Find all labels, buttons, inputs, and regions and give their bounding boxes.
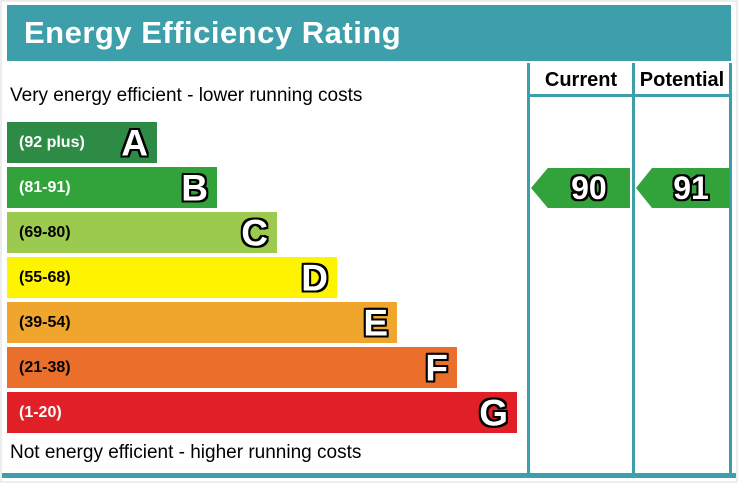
band-row-c: (69-80) C xyxy=(7,212,277,253)
band-f-range-label: (21-38) xyxy=(19,359,71,376)
band-row-a: (92 plus) A xyxy=(7,122,157,163)
band-e-range-label: (39-54) xyxy=(19,314,71,331)
band-e-letter: E xyxy=(363,302,388,343)
band-g-range-label: (1-20) xyxy=(19,404,62,421)
column-header-underline xyxy=(527,94,732,97)
potential-column-header: Potential xyxy=(639,69,725,91)
table-rule-middle xyxy=(632,63,635,477)
potential-rating-arrow: 91 xyxy=(636,168,730,208)
band-g-letter: G xyxy=(479,392,508,433)
chart-bottom-rule xyxy=(2,473,736,478)
table-rule-left xyxy=(527,63,530,477)
band-a-letter: A xyxy=(121,122,148,163)
top-note: Very energy efficient - lower running co… xyxy=(10,85,363,106)
current-column-header: Current xyxy=(544,69,618,91)
chart-title: Energy Efficiency Rating xyxy=(24,15,402,50)
bottom-note: Not energy efficient - higher running co… xyxy=(10,442,362,463)
band-a-range-label: (92 plus) xyxy=(19,134,85,151)
band-c-range-label: (69-80) xyxy=(19,224,71,241)
band-d-range-label: (55-68) xyxy=(19,269,71,286)
current-rating-value: 90 xyxy=(571,170,607,206)
band-f-letter: F xyxy=(425,347,448,388)
chart-title-bar: Energy Efficiency Rating xyxy=(7,5,731,61)
potential-rating-value: 91 xyxy=(673,170,709,206)
current-rating-arrow: 90 xyxy=(531,168,630,208)
band-row-e: (39-54) E xyxy=(7,302,397,343)
band-row-f: (21-38) F xyxy=(7,347,457,388)
table-rule-right xyxy=(729,63,732,477)
band-c-letter: C xyxy=(241,212,268,253)
band-row-d: (55-68) D xyxy=(7,257,337,298)
band-row-b: (81-91) B xyxy=(7,167,217,208)
band-row-g: (1-20) G xyxy=(7,392,517,433)
band-d-letter: D xyxy=(301,257,328,298)
band-b-range-label: (81-91) xyxy=(19,179,71,196)
band-b-letter: B xyxy=(181,167,208,208)
